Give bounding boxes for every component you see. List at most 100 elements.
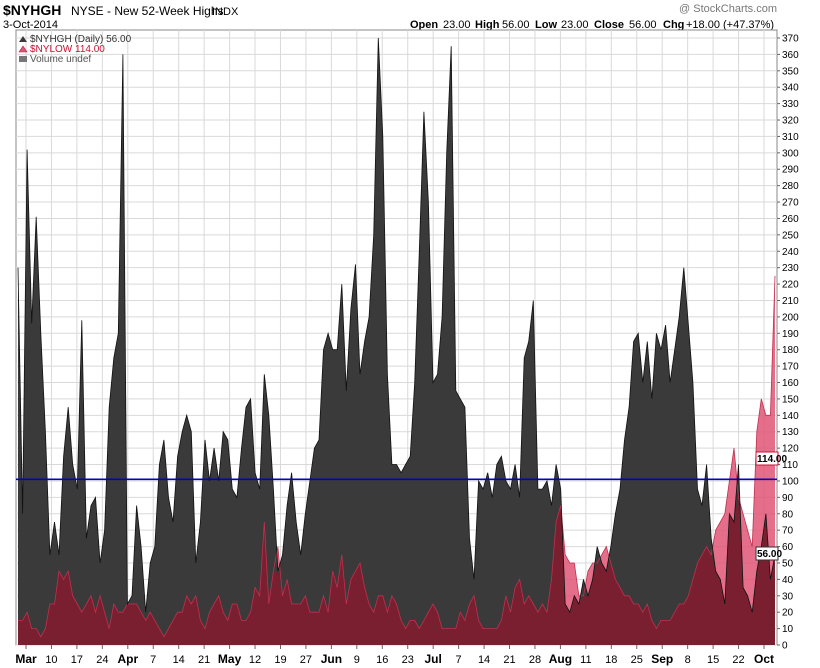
x-tick-label: 7: [150, 654, 156, 666]
y-tick-label: 300: [782, 148, 799, 159]
svg-text:Low: Low: [535, 19, 557, 31]
svg-text:56.00: 56.00: [629, 19, 657, 31]
svg-text:56.00: 56.00: [502, 19, 530, 31]
svg-text:23.00: 23.00: [561, 19, 589, 31]
series-nylow-line: [18, 275, 776, 638]
legend-entry-volume: Volume undef: [30, 54, 91, 65]
y-tick-label: 70: [782, 526, 794, 537]
series-nyhgh-area: [18, 38, 775, 645]
price-tag-nyhgh-text: 56.00: [757, 549, 782, 560]
y-tick-label: 140: [782, 411, 799, 422]
y-tick-label: 120: [782, 444, 799, 455]
chart-date: 3-Oct-2014: [3, 19, 58, 31]
x-tick-label: 14: [478, 654, 490, 666]
x-tick-label: 12: [249, 654, 261, 666]
x-tick-label: 17: [71, 654, 83, 666]
y-tick-label: 280: [782, 181, 799, 192]
x-tick-label: 27: [300, 654, 312, 666]
svg-text:Open: Open: [410, 19, 438, 31]
svg-text:+18.00 (+47.37%): +18.00 (+47.37%): [686, 19, 774, 31]
x-tick-label: 8: [685, 654, 691, 666]
legend-entry-nyhgh: $NYHGH (Daily) 56.00: [30, 34, 132, 45]
y-tick-label: 370: [782, 34, 799, 45]
symbol-title: $NYHGH: [3, 2, 61, 18]
y-tick-label: 80: [782, 509, 794, 520]
y-tick-label: 260: [782, 214, 799, 225]
legend-swatch-nyhgh: [19, 36, 27, 42]
x-tick-label: 15: [707, 654, 719, 666]
y-tick-label: 100: [782, 476, 799, 487]
x-tick-label: 9: [354, 654, 360, 666]
price-tag-nyhgh: 56.00: [755, 546, 782, 561]
x-tick-label: Aug: [549, 652, 572, 666]
y-tick-label: 30: [782, 591, 794, 602]
x-tick-label: 21: [198, 654, 210, 666]
y-tick-label: 340: [782, 83, 799, 94]
y-axis: 0 10 20 30 40 50 60 70 80 90 100 110 120 130 140 150 160…: [777, 34, 799, 652]
legend-entry-nylow: $NYLOW 114.00: [30, 44, 105, 55]
svg-text:High: High: [475, 19, 500, 31]
y-tick-label: 150: [782, 394, 799, 405]
y-tick-label: 40: [782, 575, 794, 586]
x-tick-label: 24: [96, 654, 108, 666]
y-tick-label: 250: [782, 230, 799, 241]
y-tick-label: 190: [782, 329, 799, 340]
y-tick-label: 60: [782, 542, 794, 553]
y-tick-label: 180: [782, 345, 799, 356]
x-tick-label: Oct: [754, 652, 774, 666]
y-tick-label: 320: [782, 116, 799, 127]
series-nyhgh-line: [17, 37, 776, 614]
y-tick-label: 200: [782, 312, 799, 323]
symbol-exchange: INDX: [212, 6, 239, 18]
y-tick-label: 240: [782, 247, 799, 258]
x-tick-label: Apr: [117, 652, 138, 666]
x-tick-label: 14: [173, 654, 185, 666]
x-tick-label: 10: [45, 654, 57, 666]
x-tick-label: May: [218, 652, 242, 666]
y-tick-label: 230: [782, 263, 799, 274]
x-tick-label: 11: [580, 654, 591, 666]
ohlc-readout: Open 23.00 High 56.00 Low 23.00 Close 56…: [410, 19, 774, 31]
svg-text:Chg: Chg: [663, 19, 684, 31]
y-tick-label: 330: [782, 99, 799, 110]
x-tick-label: Jun: [321, 652, 342, 666]
y-tick-label: 0: [782, 641, 788, 652]
x-tick-label: Mar: [15, 652, 37, 666]
x-tick-label: 28: [529, 654, 541, 666]
y-tick-label: 130: [782, 427, 799, 438]
y-tick-label: 90: [782, 493, 794, 504]
svg-text:Close: Close: [594, 19, 624, 31]
svg-text:23.00: 23.00: [443, 19, 471, 31]
x-tick-label: 7: [456, 654, 462, 666]
y-tick-label: 350: [782, 66, 799, 77]
x-tick-label: 16: [376, 654, 388, 666]
legend-swatch-nylow: [18, 45, 28, 53]
y-tick-label: 10: [782, 624, 794, 635]
y-tick-label: 210: [782, 296, 799, 307]
y-tick-label: 270: [782, 198, 799, 209]
x-tick-label: 22: [732, 654, 744, 666]
x-tick-label: 19: [274, 654, 286, 666]
y-tick-label: 160: [782, 378, 799, 389]
series-layer: [17, 37, 776, 645]
y-tick-label: 20: [782, 608, 794, 619]
x-tick-label: 23: [402, 654, 414, 666]
legend-swatch-volume: [19, 56, 27, 62]
price-tag-nylow-text: 114.00: [757, 454, 787, 465]
series-overlap-area: [18, 497, 775, 645]
x-tick-label: 25: [631, 654, 643, 666]
y-tick-label: 50: [782, 558, 794, 569]
x-tick-label: Jul: [425, 652, 442, 666]
symbol-description: NYSE - New 52-Week Highs: [71, 4, 224, 18]
y-tick-label: 220: [782, 280, 799, 291]
x-tick-label: 18: [605, 654, 617, 666]
legend: $NYHGH (Daily) 56.00 $NYLOW 114.00 Volum…: [18, 34, 132, 65]
y-tick-label: 310: [782, 132, 799, 143]
x-tick-label: Sep: [651, 652, 673, 666]
y-tick-label: 170: [782, 362, 799, 373]
y-tick-label: 290: [782, 165, 799, 176]
y-tick-label: 110: [782, 460, 798, 471]
y-tick-label: 360: [782, 50, 799, 61]
watermark: @ StockCharts.com: [679, 3, 777, 15]
